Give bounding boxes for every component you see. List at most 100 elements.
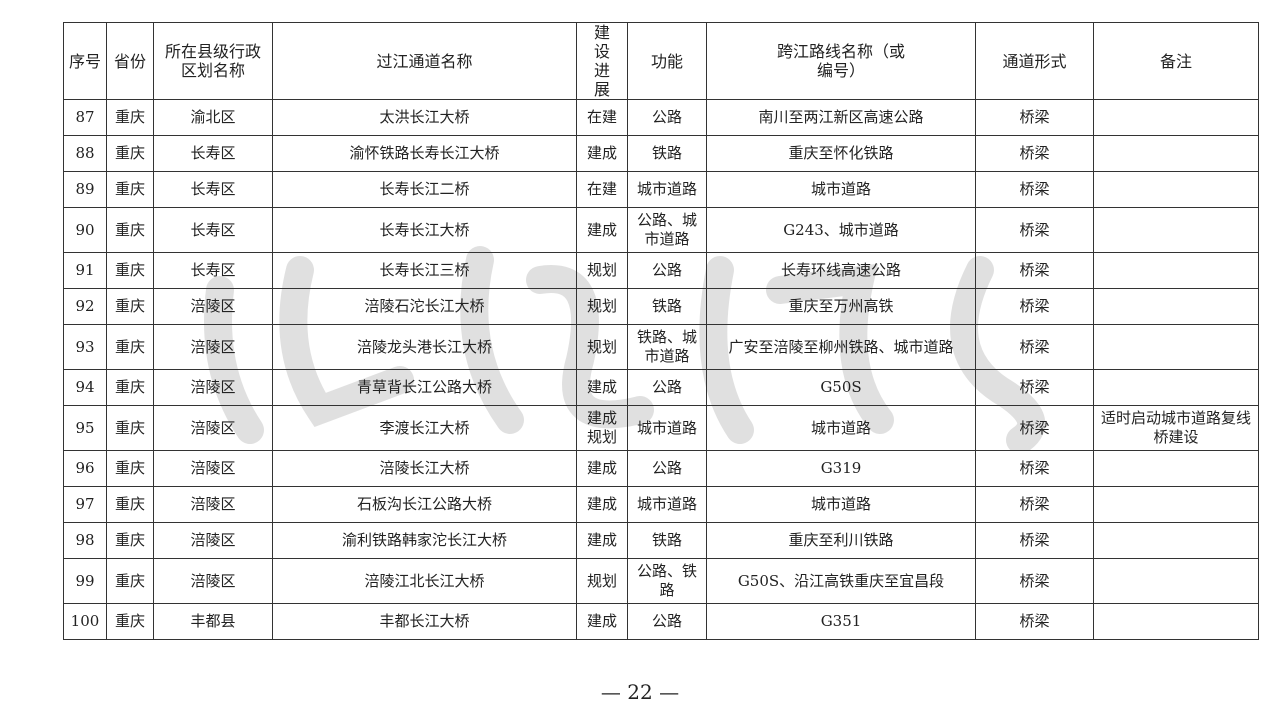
channel-name-cell: 丰都长江大桥 [272,603,577,640]
remarks-cell [1093,603,1259,640]
remarks-cell [1093,369,1259,406]
table-row: 93 重庆 涪陵区 涪陵龙头港长江大桥 规划 铁路、城市道路 广安至涪陵至柳州铁路、城市道路… [63,324,1259,370]
header-remarks: 备注 [1093,22,1259,100]
province-cell: 重庆 [106,486,154,523]
seq-cell: 98 [63,522,107,559]
progress-cell: 建成 [576,135,628,172]
seq-cell: 96 [63,450,107,487]
route-name-cell: 城市道路 [706,171,976,208]
channel-name-cell: 长寿长江三桥 [272,252,577,289]
function-cell: 公路 [627,369,707,406]
table-row: 100 重庆 丰都县 丰都长江大桥 建成 公路 G351 桥梁 [63,603,1259,640]
district-cell: 长寿区 [153,135,273,172]
province-cell: 重庆 [106,288,154,325]
header-channel-name: 过江通道名称 [272,22,577,100]
table-row: 96 重庆 涪陵区 涪陵长江大桥 建成 公路 G319 桥梁 [63,450,1259,487]
page-number: — 22 — [600,680,680,704]
district-cell: 渝北区 [153,99,273,136]
table-row: 87 重庆 渝北区 太洪长江大桥 在建 公路 南川至两江新区高速公路 桥梁 [63,99,1259,136]
channel-form-cell: 桥梁 [975,522,1094,559]
province-cell: 重庆 [106,207,154,253]
function-cell: 铁路 [627,522,707,559]
province-cell: 重庆 [106,603,154,640]
seq-cell: 88 [63,135,107,172]
channel-name-cell: 李渡长江大桥 [272,405,577,451]
header-route-name: 跨江路线名称（或编号） [706,22,976,100]
channel-form-cell: 桥梁 [975,252,1094,289]
channel-form-cell: 桥梁 [975,486,1094,523]
channel-name-cell: 青草背长江公路大桥 [272,369,577,406]
seq-cell: 97 [63,486,107,523]
route-name-cell: G243、城市道路 [706,207,976,253]
progress-cell: 规划 [576,288,628,325]
remarks-cell [1093,558,1259,604]
remarks-cell [1093,450,1259,487]
province-cell: 重庆 [106,324,154,370]
progress-cell: 规划 [576,558,628,604]
province-cell: 重庆 [106,450,154,487]
district-cell: 长寿区 [153,252,273,289]
province-cell: 重庆 [106,99,154,136]
channel-form-cell: 桥梁 [975,369,1094,406]
header-function: 功能 [627,22,707,100]
channel-form-cell: 桥梁 [975,135,1094,172]
function-cell: 公路、城市道路 [627,207,707,253]
remarks-cell [1093,171,1259,208]
route-name-cell: 长寿环线高速公路 [706,252,976,289]
route-name-cell: G319 [706,450,976,487]
district-cell: 涪陵区 [153,450,273,487]
river-crossing-table: 序号 省份 所在县级行政区划名称 过江通道名称 建设进展 功能 跨江路线名称（或编号） 通道形… [63,22,1259,640]
table-row: 95 重庆 涪陵区 李渡长江大桥 建成规划 城市道路 城市道路 桥梁 适时启动城市道路复线桥建设 [63,405,1259,451]
route-name-cell: 重庆至万州高铁 [706,288,976,325]
channel-name-cell: 太洪长江大桥 [272,99,577,136]
progress-cell: 建成 [576,450,628,487]
function-cell: 城市道路 [627,486,707,523]
table-row: 91 重庆 长寿区 长寿长江三桥 规划 公路 长寿环线高速公路 桥梁 [63,252,1259,289]
seq-cell: 99 [63,558,107,604]
route-name-cell: 南川至两江新区高速公路 [706,99,976,136]
route-name-cell: G50S [706,369,976,406]
district-cell: 涪陵区 [153,369,273,406]
table-row: 94 重庆 涪陵区 青草背长江公路大桥 建成 公路 G50S 桥梁 [63,369,1259,406]
seq-cell: 94 [63,369,107,406]
remarks-cell [1093,324,1259,370]
remarks-cell [1093,522,1259,559]
function-cell: 铁路、城市道路 [627,324,707,370]
progress-cell: 规划 [576,324,628,370]
header-province: 省份 [106,22,154,100]
channel-form-cell: 桥梁 [975,171,1094,208]
progress-cell: 建成 [576,603,628,640]
province-cell: 重庆 [106,369,154,406]
district-cell: 长寿区 [153,171,273,208]
progress-cell: 在建 [576,171,628,208]
district-cell: 长寿区 [153,207,273,253]
progress-cell: 规划 [576,252,628,289]
table-row: 88 重庆 长寿区 渝怀铁路长寿长江大桥 建成 铁路 重庆至怀化铁路 桥梁 [63,135,1259,172]
channel-name-cell: 长寿长江大桥 [272,207,577,253]
seq-cell: 89 [63,171,107,208]
channel-name-cell: 涪陵龙头港长江大桥 [272,324,577,370]
function-cell: 公路 [627,450,707,487]
district-cell: 涪陵区 [153,558,273,604]
channel-form-cell: 桥梁 [975,288,1094,325]
remarks-cell [1093,99,1259,136]
channel-form-cell: 桥梁 [975,405,1094,451]
function-cell: 城市道路 [627,405,707,451]
channel-name-cell: 渝怀铁路长寿长江大桥 [272,135,577,172]
province-cell: 重庆 [106,135,154,172]
channel-form-cell: 桥梁 [975,207,1094,253]
district-cell: 涪陵区 [153,486,273,523]
progress-cell: 建成 [576,369,628,406]
route-name-cell: 城市道路 [706,486,976,523]
channel-name-cell: 涪陵长江大桥 [272,450,577,487]
channel-form-cell: 桥梁 [975,450,1094,487]
seq-cell: 95 [63,405,107,451]
channel-form-cell: 桥梁 [975,603,1094,640]
function-cell: 公路 [627,99,707,136]
progress-cell: 建成 [576,522,628,559]
channel-name-cell: 涪陵石沱长江大桥 [272,288,577,325]
table-header-row: 序号 省份 所在县级行政区划名称 过江通道名称 建设进展 功能 跨江路线名称（或编号） 通道形… [63,22,1259,100]
channel-form-cell: 桥梁 [975,558,1094,604]
seq-cell: 93 [63,324,107,370]
function-cell: 公路 [627,603,707,640]
